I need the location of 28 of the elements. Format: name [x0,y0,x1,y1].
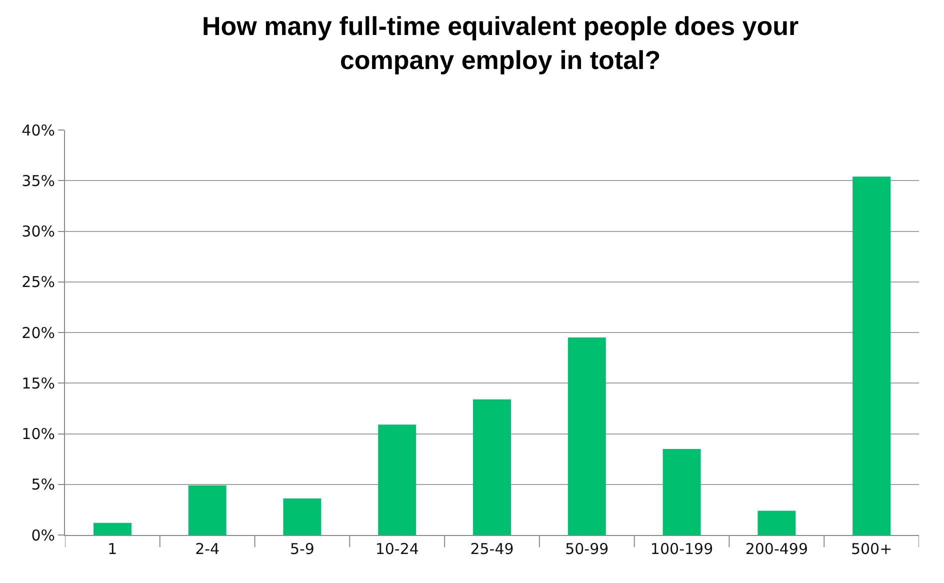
x-tick-label: 5-9 [290,540,314,558]
y-tick-label: 35% [22,172,55,190]
y-tick-label: 20% [22,324,55,342]
y-tick-label: 25% [22,273,55,292]
y-tick-label: 15% [22,374,55,392]
bar [283,498,322,535]
bar [852,176,891,535]
y-tick-label: 5% [31,476,55,494]
y-tick-label: 30% [22,222,55,240]
x-tick-label: 1 [108,540,118,558]
x-tick-label: 500+ [850,540,892,558]
bar [188,485,226,535]
bar [378,424,416,535]
bar [568,338,606,535]
x-tick-label: 2-4 [195,540,220,558]
y-tick-label: 10% [22,425,55,443]
x-tick-label: 25-49 [470,540,514,558]
bar [662,448,701,535]
x-tick-label: 200-499 [745,540,808,558]
bar [473,399,511,535]
x-tick-label: 50-99 [565,540,609,558]
bar [93,522,132,535]
bar [758,510,796,535]
y-tick-label: 40% [22,121,55,140]
y-tick-label: 0% [31,526,55,544]
x-tick-label: 10-24 [375,540,419,558]
chart-title: How many full-time equivalent people does your company employ in total? [202,10,799,75]
x-tick-label: 100-199 [650,540,714,558]
